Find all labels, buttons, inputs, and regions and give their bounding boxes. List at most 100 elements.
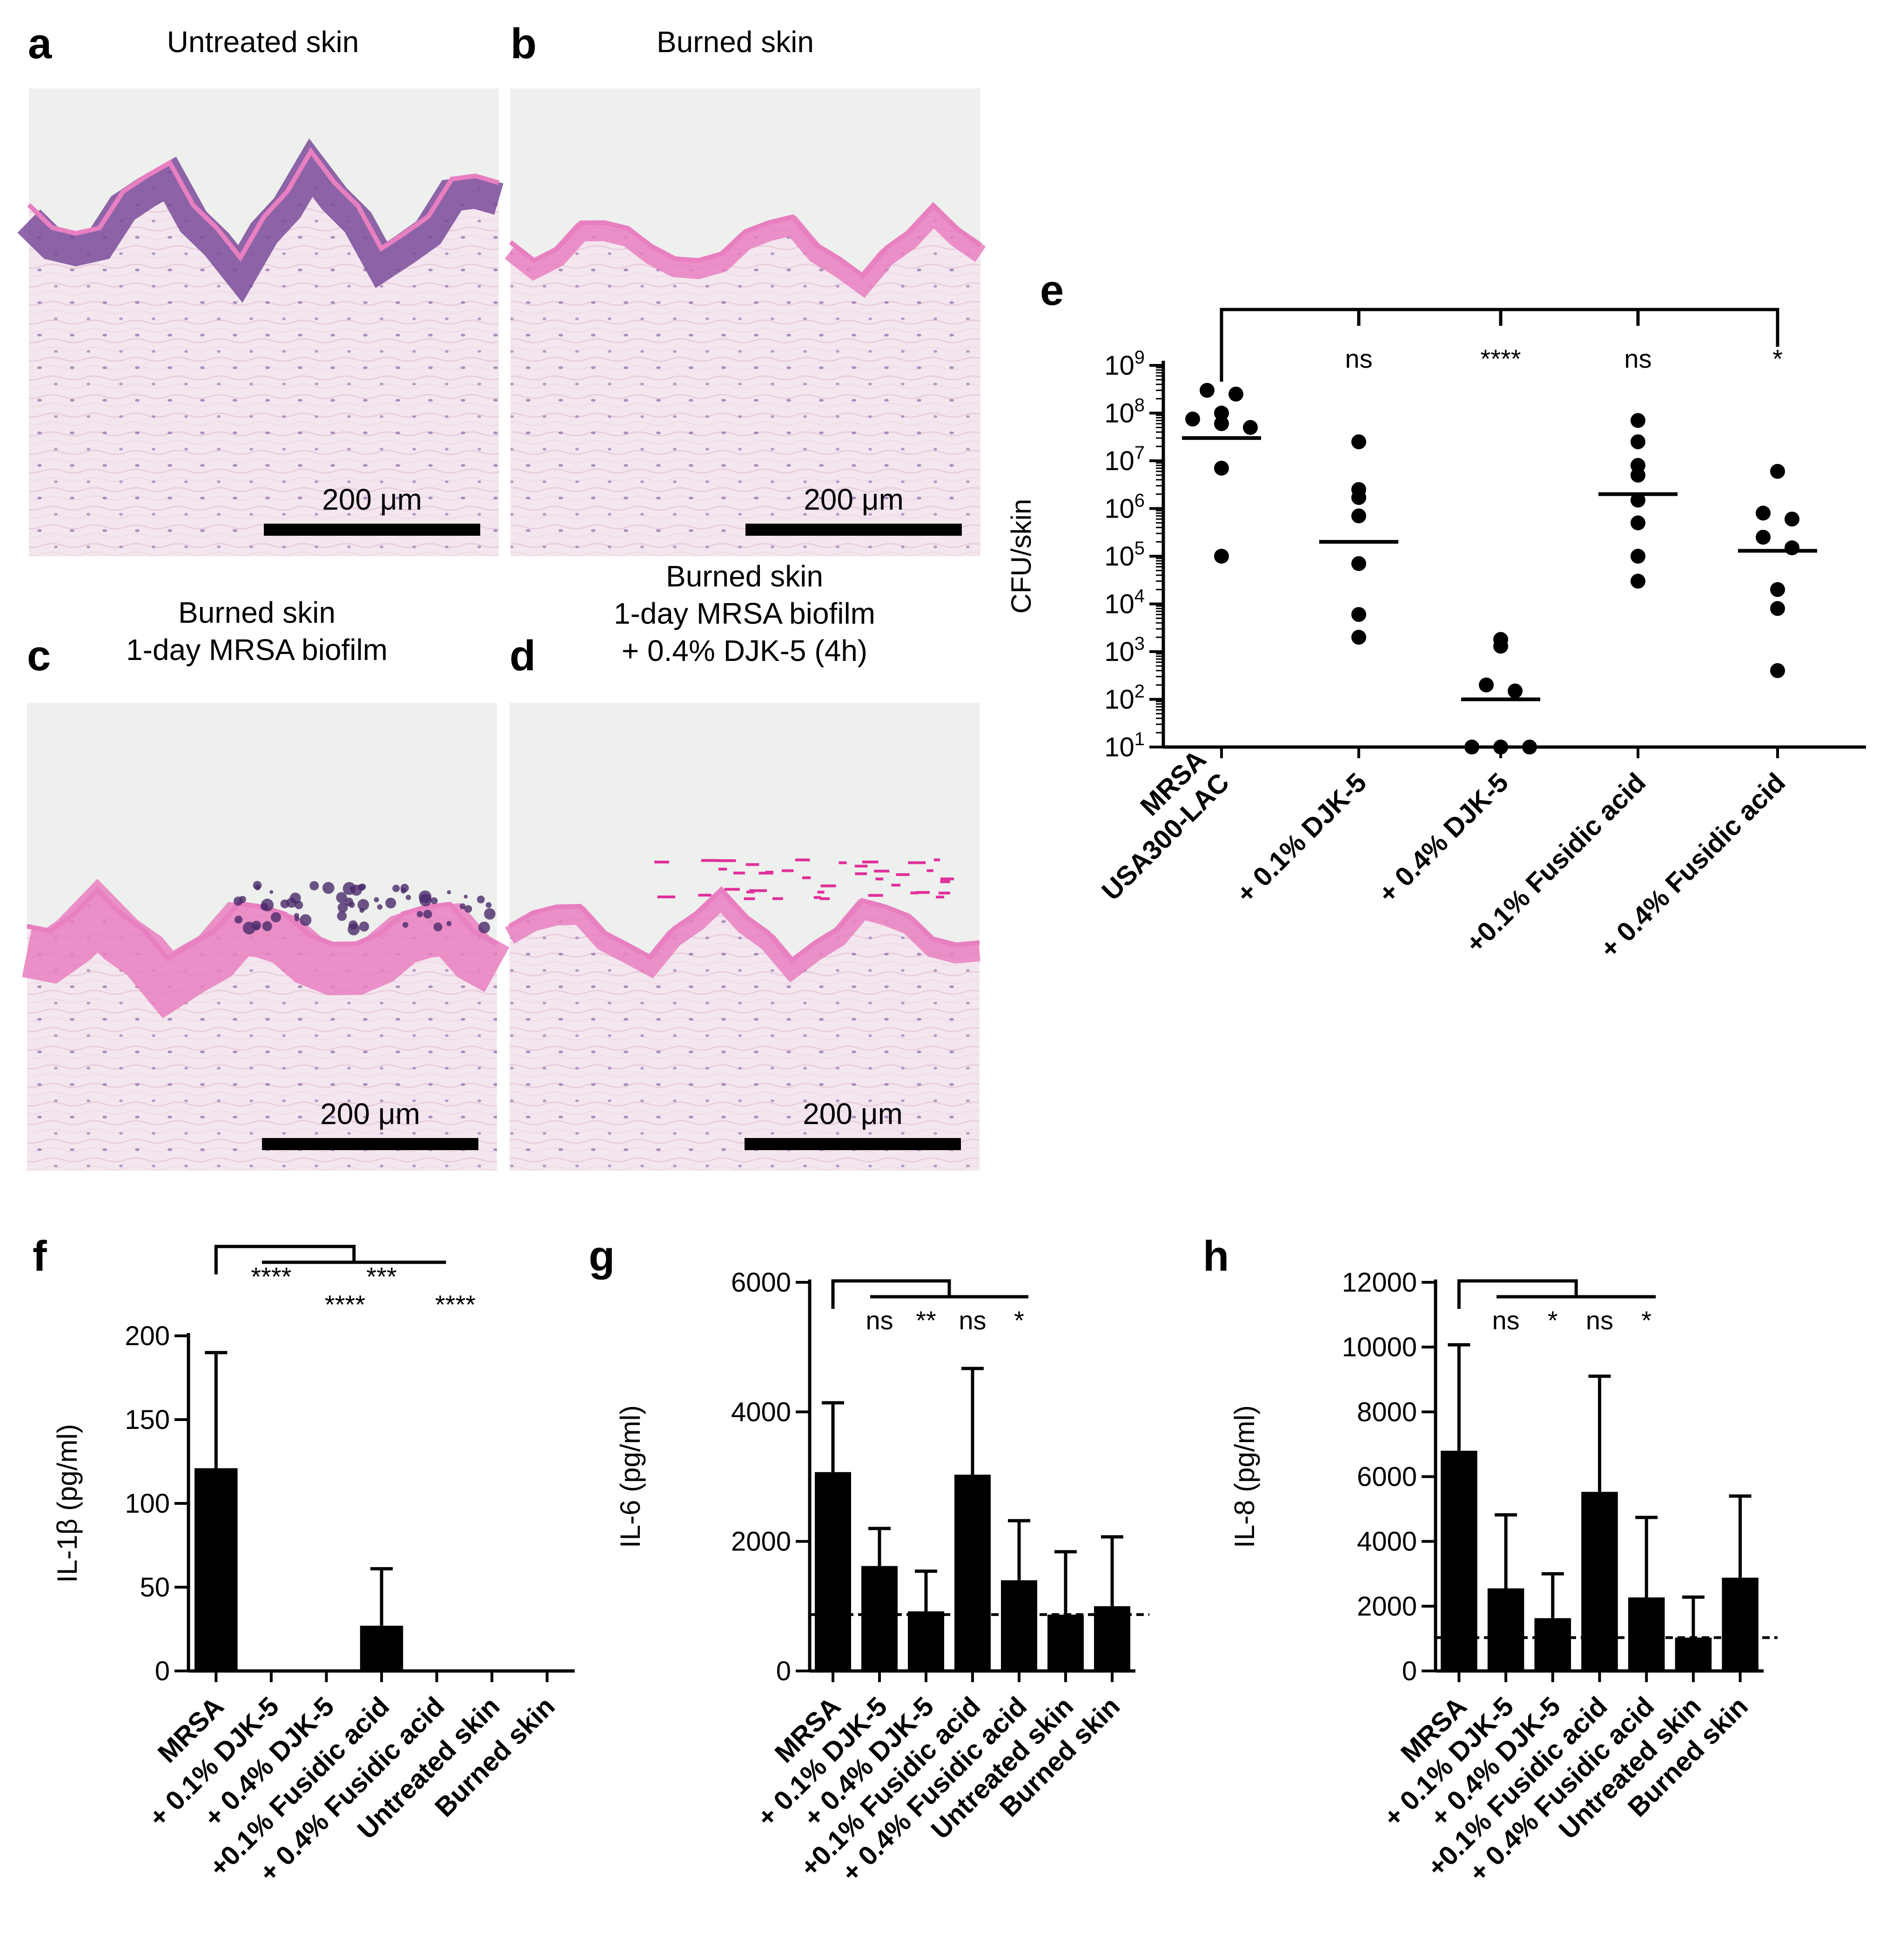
category-label: + 0.4% DJK-5 — [1372, 767, 1514, 909]
dye-debris — [875, 877, 884, 881]
bar — [1722, 1577, 1758, 1671]
biofilm-cluster — [402, 922, 409, 928]
biofilm-cluster — [423, 909, 432, 919]
biofilm-cluster — [336, 892, 347, 903]
biofilm-cluster — [359, 921, 369, 932]
y-tick-label: 4000 — [731, 1397, 791, 1427]
significance-label: ns — [959, 1306, 986, 1335]
y-tick-label: 101 — [1104, 729, 1145, 762]
data-point — [1631, 434, 1645, 450]
data-point — [1214, 549, 1229, 564]
dye-debris — [839, 861, 847, 864]
data-point — [1493, 740, 1508, 754]
biofilm-cluster — [464, 905, 472, 913]
bar — [954, 1475, 991, 1671]
y-axis-label: CFU/skin — [1006, 499, 1037, 614]
biofilm-cluster — [447, 890, 451, 895]
biofilm-cluster — [309, 881, 319, 890]
biofilm-cluster — [300, 914, 312, 926]
epidermis-layer — [505, 886, 980, 983]
panel-title-b: Burned skin — [657, 25, 814, 59]
dye-debris — [782, 869, 794, 872]
biofilm-cluster — [416, 911, 423, 917]
data-point — [1770, 663, 1785, 678]
panel-title-d: 1-day MRSA biofilm — [614, 597, 875, 630]
biofilm-cluster — [269, 890, 274, 894]
dye-debris — [910, 891, 919, 895]
bar — [861, 1566, 898, 1671]
biofilm-cluster — [262, 921, 272, 931]
scale-bar — [745, 524, 962, 536]
biofilm-cluster — [463, 895, 468, 899]
histology-panel-b: b Burned skin 200 μm — [504, 20, 986, 556]
y-tick-label: 150 — [125, 1405, 170, 1435]
biofilm-cluster — [242, 922, 256, 935]
data-point — [1351, 556, 1366, 571]
panel-label-d: d — [510, 632, 536, 680]
dye-debris — [744, 897, 755, 900]
epidermis-layer — [17, 138, 503, 303]
category-label: MRSAUSA300-LAC — [1073, 744, 1235, 906]
biofilm-cluster — [392, 884, 400, 892]
y-tick-label: 109 — [1104, 347, 1145, 381]
dye-debris — [724, 888, 740, 891]
dye-debris — [820, 884, 836, 888]
data-point — [1214, 416, 1229, 431]
data-point — [1228, 386, 1243, 402]
dye-debris — [698, 894, 711, 897]
biofilm-cluster — [254, 924, 260, 930]
y-tick-label: 10000 — [1342, 1332, 1417, 1362]
biofilm-cluster — [478, 922, 490, 934]
y-tick-label: 0 — [1402, 1656, 1417, 1686]
biofilm-cluster — [255, 884, 261, 890]
comparison-bracket — [214, 1245, 356, 1274]
y-tick-label: 102 — [1104, 681, 1145, 715]
significance-label: * — [1641, 1306, 1651, 1335]
data-point — [1508, 683, 1523, 699]
bar — [1487, 1588, 1524, 1671]
data-point — [1770, 464, 1785, 479]
histology-panel-a: a Untreated skin 200 μm — [17, 20, 503, 556]
data-point — [1631, 467, 1645, 483]
chart-h-il8: h 0 2000 4000 6000 8000 10000 12000 IL-8 (pg/ml)… — [1203, 1233, 1778, 1888]
y-tick-label: 107 — [1104, 443, 1145, 476]
dye-debris — [772, 897, 783, 900]
dye-debris — [874, 869, 890, 873]
dye-debris — [657, 896, 676, 898]
scale-bar — [262, 1138, 478, 1150]
y-axis-label: IL-6 (pg/ml) — [615, 1405, 646, 1548]
biofilm-cluster — [235, 916, 243, 924]
panel-title-a: Untreated skin — [167, 25, 359, 59]
epidermis-layer — [504, 202, 986, 298]
panel-label-c: c — [27, 632, 51, 680]
stratum-corneum — [509, 202, 982, 279]
biofilm-cluster — [322, 882, 335, 894]
dye-debris — [654, 861, 669, 864]
panel-label-a: a — [28, 20, 52, 67]
panel-label-h: h — [1203, 1233, 1229, 1280]
significance-label: **** — [1480, 344, 1521, 373]
significance-label: ns — [1624, 344, 1651, 373]
y-tick-label: 8000 — [1357, 1397, 1417, 1427]
y-tick-label: 4000 — [1357, 1527, 1417, 1557]
data-point — [1351, 607, 1366, 622]
scale-bar-label: 200 μm — [322, 483, 422, 516]
data-point — [1522, 740, 1537, 754]
panel-title-d: Burned skin — [666, 559, 823, 593]
dye-debris — [758, 871, 773, 875]
dye-debris — [733, 871, 745, 875]
dye-debris — [746, 890, 755, 894]
biofilm-cluster — [430, 897, 438, 904]
bar — [1675, 1637, 1712, 1671]
comparison-bracket — [1457, 1279, 1578, 1309]
scale-bar-label: 200 μm — [803, 1097, 903, 1131]
significance-label: ** — [916, 1306, 936, 1335]
significance-label: ns — [1345, 344, 1372, 373]
y-tick-label: 105 — [1104, 538, 1145, 572]
significance-label: ns — [1586, 1306, 1613, 1335]
scale-bar-label: 200 μm — [320, 1097, 420, 1131]
dye-debris — [936, 896, 944, 899]
stratum-corneum — [27, 147, 500, 262]
